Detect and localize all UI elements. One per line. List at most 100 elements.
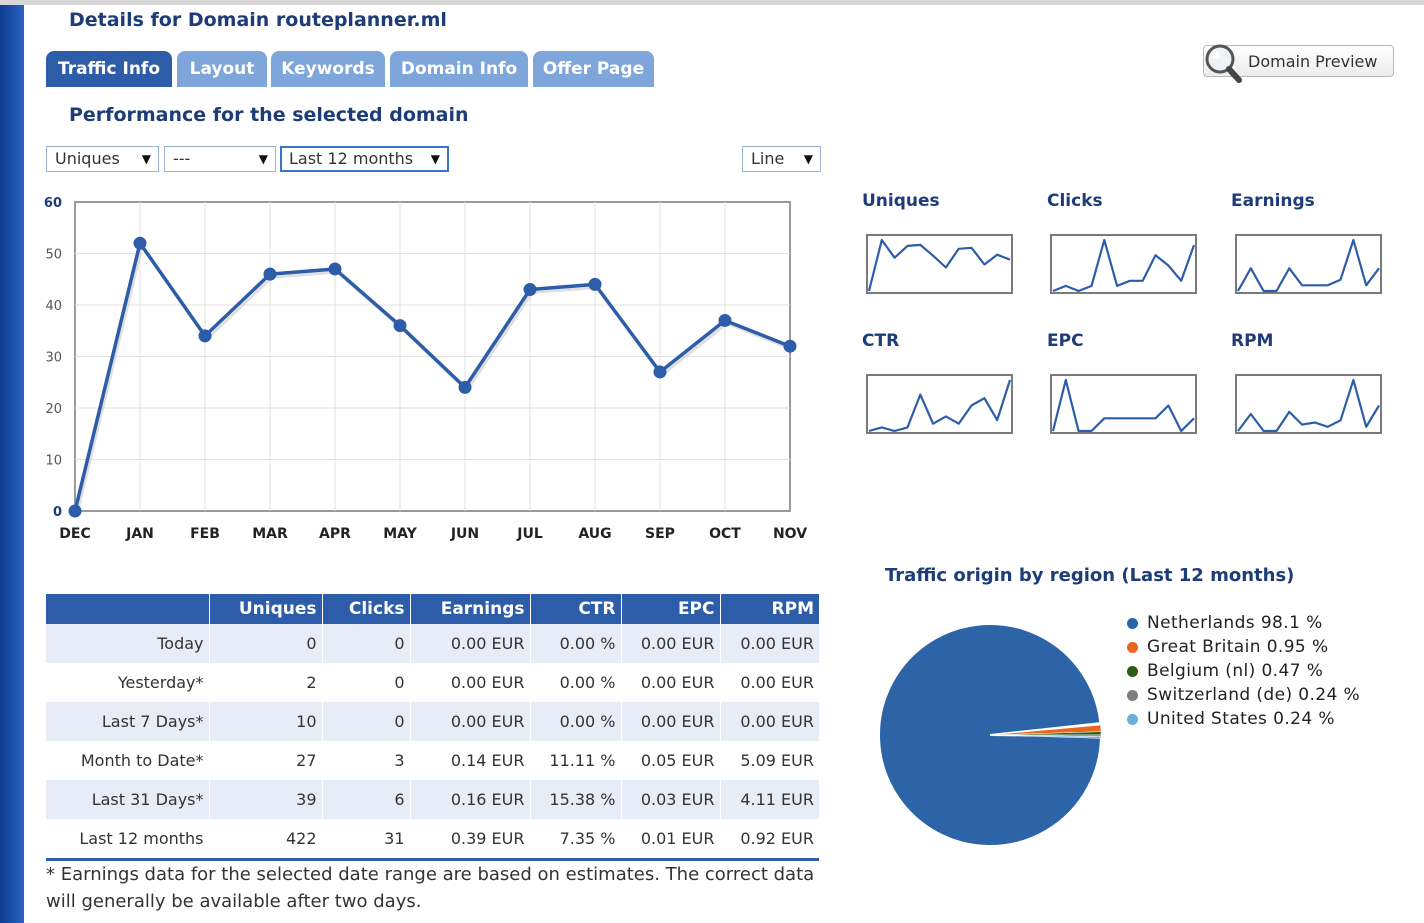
data-point: [133, 236, 147, 250]
sparkline-frame: [866, 374, 1013, 434]
data-point: [783, 339, 797, 353]
magnifier-icon: [1205, 44, 1242, 83]
data-point: [328, 262, 342, 276]
table-cell: 0.16 EUR: [409, 780, 530, 819]
sparkline-epc[interactable]: [1050, 374, 1198, 436]
legend-item-switzerland[interactable]: Switzerland (de) 0.24 %: [1125, 683, 1360, 707]
compare-select[interactable]: --- ▼: [164, 146, 276, 172]
table-header: EPC: [620, 594, 720, 624]
sparkline-frame: [866, 234, 1013, 294]
x-tick-label: AUG: [578, 526, 611, 542]
range-select[interactable]: Last 12 months ▼: [280, 146, 449, 172]
spark-title-epc: EPC: [1047, 331, 1084, 351]
row-label: Last 12 months: [46, 819, 209, 861]
table-row: Last 12 months 422 31 0.39 EUR 7.35 % 0.…: [46, 819, 819, 861]
spark-title-rpm: RPM: [1231, 331, 1274, 351]
table-header: CTR: [529, 594, 621, 624]
x-tick-label: NOV: [773, 526, 807, 542]
y-tick-label: 10: [45, 454, 62, 469]
table-cell: 0.00 %: [529, 702, 621, 741]
chevron-down-icon: ▼: [430, 152, 440, 166]
tab-layout[interactable]: Layout: [177, 51, 267, 87]
uniques-line-chart: 0 10 20 30 40 50 60 DEC JAN FEB MAR APR MAY JUN JUL AUG…: [44, 196, 807, 542]
y-tick-label: 40: [45, 299, 62, 314]
chevron-down-icon: ▼: [258, 152, 268, 166]
sparkline-uniques[interactable]: [866, 234, 1014, 296]
y-tick-label: 30: [45, 351, 62, 366]
table-cell: 0.00 EUR: [620, 702, 720, 741]
metric-select[interactable]: Uniques ▼: [46, 146, 159, 172]
table-cell: 6: [321, 780, 410, 819]
data-point: [263, 267, 277, 281]
tab-offer-page[interactable]: Offer Page: [533, 51, 654, 87]
table-cell: 0: [208, 624, 322, 663]
legend-item-netherlands[interactable]: Netherlands 98.1 %: [1125, 611, 1360, 635]
domain-preview-button[interactable]: Domain Preview: [1203, 44, 1394, 83]
legend-dot: [1127, 618, 1138, 629]
region-chart-title: Traffic origin by region (Last 12 months…: [885, 565, 1295, 586]
data-point: [458, 380, 472, 394]
range-select-value: Last 12 months: [289, 149, 414, 168]
table-cell: 0.00 EUR: [719, 663, 819, 702]
tab-traffic-info[interactable]: Traffic Info: [46, 51, 172, 87]
sparkline-line: [868, 379, 1012, 433]
table-cell: 0.03 EUR: [620, 780, 720, 819]
legend-item-united-states[interactable]: United States 0.24 %: [1125, 707, 1360, 731]
sparkline-earnings[interactable]: [1235, 234, 1383, 296]
compare-select-value: ---: [173, 149, 191, 168]
sparkline-frame: [1235, 374, 1382, 434]
table-header: RPM: [719, 594, 819, 624]
table-cell: 39: [208, 780, 322, 819]
table-row: Today 0 0 0.00 EUR 0.00 % 0.00 EUR 0.00 …: [46, 624, 819, 663]
x-tick-label: JUL: [516, 526, 543, 542]
table-cell: 0.00 %: [529, 663, 621, 702]
spark-title-clicks: Clicks: [1047, 191, 1103, 211]
data-point: [198, 329, 212, 343]
y-tick-label: 50: [45, 248, 62, 263]
table-cell: 0.00 EUR: [620, 663, 720, 702]
metric-select-value: Uniques: [55, 149, 120, 168]
table-cell: 0: [321, 624, 410, 663]
x-tick-label: SEP: [645, 526, 675, 542]
spark-title-earnings: Earnings: [1231, 191, 1315, 211]
legend-label: United States 0.24 %: [1147, 709, 1335, 729]
left-sidebar-strip: [0, 5, 24, 923]
table-header: Earnings: [409, 594, 530, 624]
legend-item-great-britain[interactable]: Great Britain 0.95 %: [1125, 635, 1360, 659]
data-point: [523, 283, 537, 297]
table-row: Last 7 Days* 10 0 0.00 EUR 0.00 % 0.00 E…: [46, 702, 819, 741]
row-label: Month to Date*: [80, 751, 204, 770]
table-header: Uniques: [208, 594, 322, 624]
x-tick-label: DEC: [59, 526, 90, 542]
table-row: Yesterday* 2 0 0.00 EUR 0.00 % 0.00 EUR …: [46, 663, 819, 702]
table-cell: 7.35 %: [529, 819, 621, 861]
table-cell: 0.39 EUR: [409, 819, 530, 861]
x-tick-label: JUN: [450, 526, 479, 542]
table-header: Clicks: [321, 594, 410, 624]
earnings-footnote: * Earnings data for the selected date ra…: [46, 864, 815, 912]
table-row: Last 31 Days* 39 6 0.16 EUR 15.38 % 0.03…: [46, 780, 819, 819]
table-header: [46, 594, 209, 624]
table-cell: 0: [321, 663, 410, 702]
table-cell: 11.11 %: [529, 741, 621, 780]
legend-label: Switzerland (de) 0.24 %: [1147, 685, 1361, 705]
tab-keywords[interactable]: Keywords: [271, 51, 385, 87]
legend-dot: [1127, 666, 1138, 677]
sparkline-clicks[interactable]: [1050, 234, 1198, 296]
legend-dot: [1127, 642, 1138, 653]
table-cell: 4.11 EUR: [719, 780, 819, 819]
spark-title-ctr: CTR: [862, 331, 900, 351]
table-cell: 0.00 EUR: [719, 702, 819, 741]
sparkline-rpm[interactable]: [1235, 374, 1383, 436]
legend-item-belgium[interactable]: Belgium (nl) 0.47 %: [1125, 659, 1360, 683]
tab-domain-info[interactable]: Domain Info: [390, 51, 528, 87]
legend-dot: [1127, 714, 1138, 725]
data-point: [68, 504, 82, 518]
chart-type-select[interactable]: Line ▼: [742, 146, 821, 172]
x-tick-label: MAY: [383, 526, 417, 542]
sparkline-ctr[interactable]: [866, 374, 1014, 436]
table-cell: 15.38 %: [529, 780, 621, 819]
data-point: [653, 365, 667, 379]
page-title: Details for Domain routeplanner.ml: [69, 9, 447, 31]
y-tick-label: 20: [45, 402, 62, 417]
